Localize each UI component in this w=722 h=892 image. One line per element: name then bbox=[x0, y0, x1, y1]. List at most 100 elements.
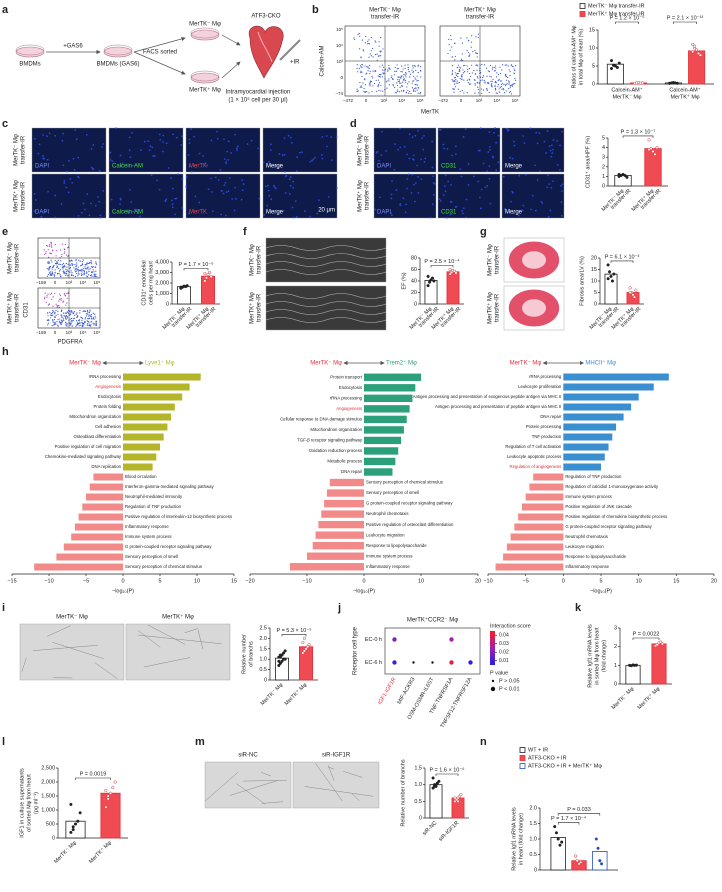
flow-event bbox=[395, 67, 396, 68]
row-label: transfer-IR bbox=[15, 293, 21, 322]
flow-event bbox=[369, 65, 370, 66]
p-value: P = 2.1 × 10⁻¹³ bbox=[667, 15, 704, 21]
y-tick-label: 0.5 bbox=[414, 799, 422, 805]
flow-event bbox=[491, 76, 492, 77]
bar bbox=[321, 510, 364, 517]
nucleus bbox=[119, 203, 121, 205]
term-label: G protein-coupled receptor signaling pat… bbox=[125, 544, 212, 549]
x-tick-label: 15 bbox=[231, 578, 237, 584]
y-tick-label: 1 bbox=[614, 663, 617, 669]
nucleus bbox=[322, 136, 324, 138]
nucleus bbox=[296, 216, 298, 218]
flow-event bbox=[356, 68, 357, 69]
nucleus bbox=[557, 164, 559, 166]
flow-event bbox=[408, 69, 409, 70]
flow-event bbox=[498, 79, 499, 80]
nucleus bbox=[514, 145, 516, 147]
flow-event bbox=[460, 37, 461, 38]
flow-event bbox=[77, 324, 78, 325]
nucleus bbox=[495, 169, 497, 171]
flow-event bbox=[65, 244, 66, 245]
flow-event bbox=[86, 313, 87, 314]
y-axis-label: cells per mg heart bbox=[148, 261, 154, 305]
flow-event bbox=[86, 272, 87, 273]
nucleus bbox=[242, 189, 244, 191]
lumen bbox=[522, 299, 546, 317]
flow-event bbox=[80, 322, 81, 323]
dot bbox=[392, 637, 396, 641]
flow-event bbox=[90, 309, 91, 310]
legend-swatch bbox=[520, 764, 525, 769]
flow-event bbox=[412, 87, 413, 88]
data-point bbox=[186, 284, 189, 287]
flow-event bbox=[456, 74, 457, 75]
y-tick-label: 0 bbox=[419, 815, 422, 821]
flow-x-tick: 10⁴ bbox=[79, 330, 86, 335]
nucleus bbox=[391, 180, 393, 182]
flow-event bbox=[362, 82, 363, 83]
flow-event bbox=[408, 81, 409, 82]
flow-event bbox=[93, 324, 94, 325]
flow-event bbox=[372, 56, 373, 57]
flow-event bbox=[490, 65, 491, 66]
x-tick-label: MerTK⁻ Mφ bbox=[53, 840, 78, 865]
flow-event bbox=[368, 67, 369, 68]
y-tick-label: 15 bbox=[591, 267, 597, 273]
y-tick-label: 0 bbox=[52, 835, 55, 841]
term-label: Inflammatory response bbox=[366, 564, 410, 569]
flow-event bbox=[361, 57, 362, 58]
flow-event bbox=[409, 91, 410, 92]
flow-event bbox=[55, 272, 56, 273]
flow-event bbox=[56, 304, 57, 305]
nucleus bbox=[212, 210, 214, 212]
flow-title: transfer-IR bbox=[466, 15, 495, 21]
nucleus bbox=[188, 154, 190, 156]
flow-event bbox=[66, 263, 67, 264]
flow-event bbox=[491, 83, 492, 84]
data-point bbox=[613, 273, 616, 276]
flow-event bbox=[457, 76, 458, 77]
flow-event bbox=[50, 315, 51, 316]
flow-title: MerTK⁻ Mφ bbox=[369, 8, 401, 14]
nucleus bbox=[480, 127, 482, 129]
flow-event bbox=[65, 275, 66, 276]
bar bbox=[563, 434, 612, 441]
flow-x-tick: −472 bbox=[438, 98, 449, 103]
data-point bbox=[693, 45, 696, 48]
flow-event bbox=[78, 260, 79, 261]
nucleus bbox=[561, 215, 563, 217]
nucleus bbox=[518, 175, 520, 177]
flow-event bbox=[469, 79, 470, 80]
flow-event bbox=[505, 65, 506, 66]
flow-event bbox=[396, 92, 397, 93]
flow-event bbox=[449, 44, 450, 45]
flow-event bbox=[515, 65, 516, 66]
channel-label: Calcein-AM bbox=[112, 164, 143, 170]
term-label: rRNA processing bbox=[89, 374, 122, 379]
data-point bbox=[629, 291, 632, 294]
flow-event bbox=[51, 246, 52, 247]
flow-event bbox=[477, 65, 478, 66]
nucleus bbox=[548, 216, 550, 218]
flow-event bbox=[75, 271, 76, 272]
flow-event bbox=[511, 93, 512, 94]
flow-event bbox=[417, 84, 418, 85]
flow-event bbox=[61, 314, 62, 315]
nucleus bbox=[445, 175, 447, 177]
nucleus bbox=[191, 171, 193, 173]
flow-event bbox=[468, 40, 469, 41]
flow-event bbox=[62, 301, 63, 302]
data-point bbox=[180, 286, 183, 289]
colorbar-title: Interaction score bbox=[490, 623, 531, 629]
y-tick-label: 0 bbox=[414, 301, 417, 307]
term-label: G protein-coupled receptor signaling pat… bbox=[366, 501, 453, 506]
legend-label: P < 0.01 bbox=[499, 686, 520, 692]
panel-letter: h bbox=[2, 346, 9, 358]
nucleus bbox=[462, 213, 464, 215]
flow-event bbox=[51, 313, 52, 314]
flow-event bbox=[62, 267, 63, 268]
row-label: MerTK⁺ Mφ bbox=[13, 180, 20, 212]
nucleus bbox=[159, 189, 161, 191]
y-axis-label: Receptor cell type bbox=[353, 626, 359, 675]
flow-event bbox=[418, 93, 419, 94]
